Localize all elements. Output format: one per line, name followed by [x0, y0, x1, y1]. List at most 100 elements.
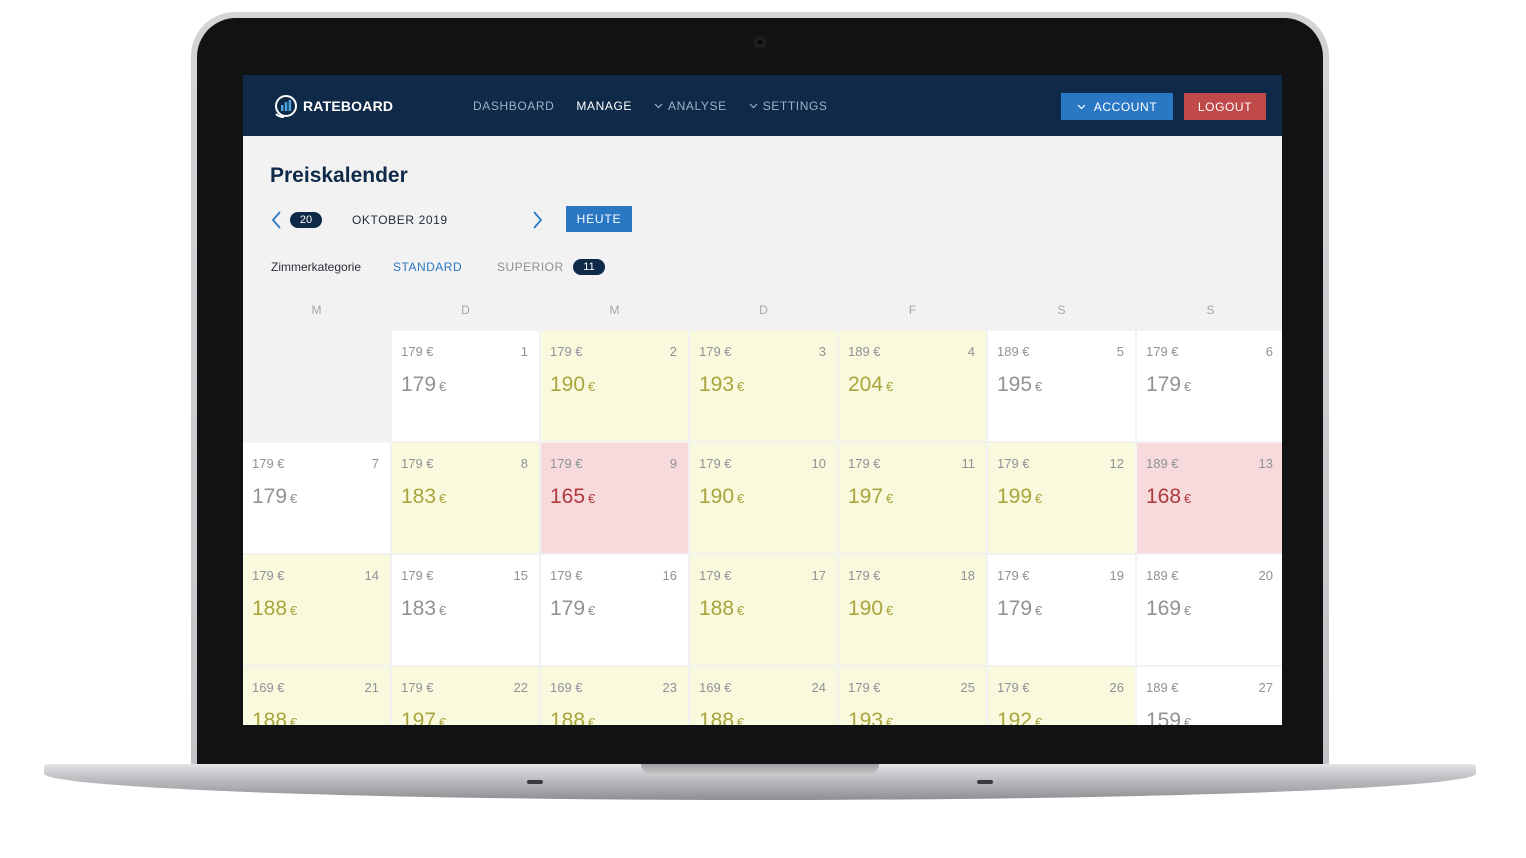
- currency-symbol: €: [886, 379, 894, 394]
- calendar-day-cell[interactable]: 189 € 27 159 €: [1137, 667, 1282, 725]
- day-number: 25: [960, 680, 975, 695]
- rate-value: 179: [550, 597, 586, 620]
- base-price: 189 €: [1146, 568, 1179, 583]
- currency-symbol: €: [737, 491, 745, 506]
- nav-analyse[interactable]: ANALYSE: [654, 99, 727, 113]
- base-price: 179 €: [699, 456, 732, 471]
- weekday-header: M D M D F S S: [243, 303, 1282, 319]
- calendar-day-cell[interactable]: 179 € 26 192 €: [988, 667, 1135, 725]
- logout-button[interactable]: LOGOUT: [1184, 93, 1266, 120]
- calendar-day-cell[interactable]: 179 €6 179 €: [1137, 331, 1282, 441]
- base-price: 179 €: [550, 456, 583, 471]
- rate-value: 190: [848, 597, 884, 620]
- calendar-day-cell[interactable]: 179 € 9 165 €: [541, 443, 688, 553]
- calendar-day-cell[interactable]: 179 €7 179 €: [243, 443, 390, 553]
- suggested-rate: 197 €: [401, 709, 446, 725]
- day-number: 11: [961, 456, 976, 471]
- weekday-label: M: [311, 303, 322, 317]
- calendar-day-cell[interactable]: 179 € 15 183 €: [392, 555, 539, 665]
- currency-symbol: €: [1184, 379, 1192, 394]
- logout-button-label: LOGOUT: [1197, 99, 1253, 114]
- chevron-down-icon: [749, 103, 758, 109]
- calendar-day-cell[interactable]: 179 € 10 190 €: [690, 443, 837, 553]
- category-tab-standard[interactable]: STANDARD: [393, 260, 463, 274]
- suggested-rate: 195 €: [997, 373, 1042, 397]
- next-month-chevron-icon[interactable]: [530, 210, 544, 230]
- rate-value: 193: [699, 373, 735, 396]
- day-number: 22: [513, 680, 528, 695]
- suggested-rate: 190 €: [848, 597, 893, 621]
- calendar-day-cell[interactable]: 179 € 17 188 €: [690, 555, 837, 665]
- calendar-day-cell[interactable]: 169 € 23 188 €: [541, 667, 688, 725]
- suggested-rate: 193 €: [848, 709, 893, 725]
- calendar-day-cell[interactable]: 189 € 13 168 €: [1137, 443, 1282, 553]
- rate-value: 192: [997, 709, 1033, 725]
- day-number: 9: [669, 456, 677, 471]
- currency-symbol: €: [1035, 491, 1043, 506]
- calendar-day-cell[interactable]: 189 € 20 169 €: [1137, 555, 1282, 665]
- rate-value: 179: [1146, 373, 1182, 396]
- calendar-day-cell[interactable]: 179 €1 179 €: [392, 331, 539, 441]
- calendar-day-cell[interactable]: 179 € 2 190 €: [541, 331, 688, 441]
- logo[interactable]: RATEBOARD: [273, 93, 393, 119]
- currency-symbol: €: [290, 603, 298, 618]
- currency-symbol: €: [290, 715, 298, 725]
- currency-symbol: €: [439, 379, 447, 394]
- nav-analyse-label: ANALYSE: [668, 98, 727, 113]
- calendar-day-cell[interactable]: 179 € 11 197 €: [839, 443, 986, 553]
- calendar-day-cell[interactable]: 189 € 5 195 €: [988, 331, 1135, 441]
- suggested-rate: 188 €: [699, 709, 744, 725]
- calendar-day-cell[interactable]: 169 € 21 188 €: [243, 667, 390, 725]
- suggested-rate: 159 €: [1146, 709, 1191, 725]
- nav-dashboard[interactable]: DASHBOARD: [473, 99, 554, 113]
- currency-symbol: €: [588, 379, 596, 394]
- today-button[interactable]: HEUTE: [566, 206, 632, 232]
- currency-symbol: €: [1184, 715, 1192, 725]
- suggested-rate: 193 €: [699, 373, 744, 397]
- day-number: 10: [811, 456, 826, 471]
- previous-month-chevron-icon[interactable]: [270, 210, 284, 230]
- nav-dashboard-label: DASHBOARD: [473, 98, 555, 113]
- rate-value: 168: [1146, 485, 1182, 508]
- day-number: 15: [513, 568, 528, 583]
- main-nav: DASHBOARD MANAGE ANALYSE SETTINGS: [473, 75, 850, 136]
- currency-symbol: €: [1035, 715, 1043, 725]
- calendar-day-cell[interactable]: 179 € 12 199 €: [988, 443, 1135, 553]
- calendar-day-cell[interactable]: 179 €16 179 €: [541, 555, 688, 665]
- chevron-down-icon: [654, 103, 663, 109]
- calendar-day-cell[interactable]: 179 € 3 193 €: [690, 331, 837, 441]
- suggested-rate: 188 €: [252, 709, 297, 725]
- room-category-selector: Zimmerkategorie STANDARD SUPERIOR 11: [271, 259, 691, 275]
- suggested-rate: 179 €: [550, 597, 595, 621]
- calendar-day-cell[interactable]: 179 € 18 190 €: [839, 555, 986, 665]
- nav-settings[interactable]: SETTINGS: [749, 99, 828, 113]
- calendar-day-cell[interactable]: 179 € 22 197 €: [392, 667, 539, 725]
- suggested-rate: 183 €: [401, 597, 446, 621]
- today-button-label: HEUTE: [576, 212, 622, 226]
- suggested-rate: 179 €: [401, 373, 446, 397]
- calendar-day-cell[interactable]: 189 € 4 204 €: [839, 331, 986, 441]
- rate-value: 188: [252, 597, 288, 620]
- chevron-down-icon: [1077, 104, 1086, 110]
- calendar-day-cell[interactable]: 179 € 8 183 €: [392, 443, 539, 553]
- base-price: 179 €: [550, 344, 583, 359]
- calendar-day-cell[interactable]: 169 € 24 188 €: [690, 667, 837, 725]
- account-button[interactable]: ACCOUNT: [1061, 93, 1173, 120]
- base-price: 179 €: [997, 568, 1030, 583]
- day-number: 17: [811, 568, 826, 583]
- camera-icon: [753, 35, 767, 49]
- calendar-day-cell[interactable]: 179 € 14 188 €: [243, 555, 390, 665]
- suggested-rate: 188 €: [550, 709, 595, 725]
- nav-manage[interactable]: MANAGE: [576, 99, 632, 113]
- currency-symbol: €: [588, 603, 596, 618]
- base-price: 179 €: [401, 456, 434, 471]
- calendar-day-cell[interactable]: 179 €19 179 €: [988, 555, 1135, 665]
- rate-value: 204: [848, 373, 884, 396]
- day-number: 7: [371, 456, 379, 471]
- rate-value: 179: [252, 485, 288, 508]
- base-price: 179 €: [252, 456, 285, 471]
- rateboard-logo-icon: [275, 95, 297, 118]
- category-tab-superior[interactable]: SUPERIOR: [497, 260, 564, 274]
- calendar-day-cell[interactable]: 179 € 25 193 €: [839, 667, 986, 725]
- currency-symbol: €: [886, 603, 894, 618]
